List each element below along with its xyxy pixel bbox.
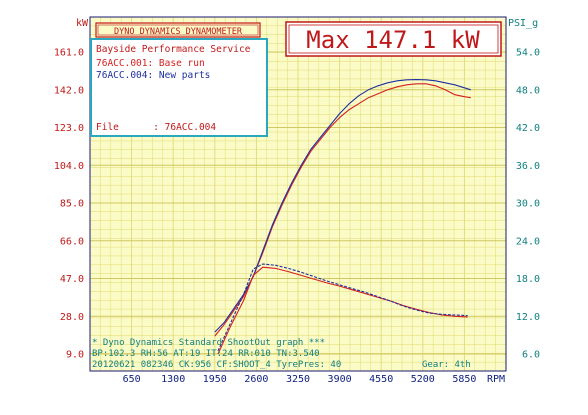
right-axis-tick-label: 54.0 [516, 48, 540, 59]
left-axis-tick-label: 85.0 [60, 199, 84, 210]
max-readout-box-inner [288, 24, 499, 54]
x-axis-tick-label: 3900 [328, 374, 352, 385]
header-box [95, 22, 261, 38]
right-axis-tick-label: 36.0 [516, 161, 540, 172]
left-axis-tick-label: 104.0 [54, 161, 84, 172]
x-axis-tick-label: 1950 [203, 374, 227, 385]
x-axis-tick-label: 2600 [244, 374, 268, 385]
x-axis-tick-label: 5850 [452, 374, 476, 385]
left-axis-tick-label: 47.0 [60, 274, 84, 285]
legend-company: Bayside Performance Service [96, 44, 251, 55]
footer-gear: Gear: 4th [422, 360, 471, 370]
series-line-base-run-boost [217, 266, 468, 355]
max-readout: Max 147.1 kW [306, 26, 480, 54]
left-axis-tick-label: 28.0 [60, 312, 84, 323]
x-axis-tick-label: 4550 [369, 374, 393, 385]
right-axis-tick-label: 6.0 [522, 350, 540, 361]
footer-line-3: 20120621 082346 CK:956 CF:SHOOT_4 TyrePr… [92, 360, 341, 370]
x-axis-unit: RPM [487, 374, 505, 385]
series-line-new-parts-power [214, 79, 471, 333]
x-axis-tick-label: 1300 [161, 374, 185, 385]
header-box-inner [97, 24, 259, 36]
legend-file-line: File : 76ACC.004 [96, 122, 216, 133]
right-axis-tick-label: 48.0 [516, 85, 540, 96]
right-axis-ticks: 54.0 48.0 42.0 36.0 30.0 24.0 18.0 12.0 6.0 [516, 48, 540, 361]
legend-entry-base-run: 76ACC.001: Base run [96, 58, 205, 69]
max-readout-box [285, 21, 502, 57]
right-axis-tick-label: 12.0 [516, 312, 540, 323]
legend-box [90, 38, 268, 137]
right-axis-tick-label: 42.0 [516, 123, 540, 134]
right-axis-tick-label: 24.0 [516, 236, 540, 247]
right-axis-unit: PSI_g [508, 18, 538, 29]
left-axis-tick-label: 123.0 [54, 123, 84, 134]
header-title: DYNO DYNAMICS DYNAMOMETER [114, 27, 243, 37]
left-axis-tick-label: 142.0 [54, 85, 84, 96]
x-axis-ticks: 650 1300 1950 2600 3250 3900 4550 5200 5850 [123, 374, 477, 385]
series-layer [214, 79, 471, 355]
left-axis-tick-label: 161.0 [54, 48, 84, 59]
left-axis-unit: kW [76, 18, 89, 29]
left-axis-tick-label: 9.0 [66, 350, 84, 361]
series-line-new-parts-boost [217, 263, 468, 352]
footer-line-2: BP:102.3 RH:56 AT:19 IT:24 RR:010 TN:3.5… [92, 349, 320, 359]
x-axis-tick-label: 650 [123, 374, 141, 385]
left-axis-ticks: 161.0 142.0 123.0 104.0 85.0 66.0 47.0 28.0 9.0 [54, 48, 84, 361]
left-axis-tick-label: 66.0 [60, 236, 84, 247]
x-axis-tick-label: 3250 [286, 374, 310, 385]
plot-frame [89, 16, 507, 372]
legend-entry-new-parts: 76ACC.004: New parts [96, 70, 210, 81]
footer-line-1: * Dyno Dynamics Standard ShootOut graph … [92, 338, 325, 348]
right-axis-tick-label: 18.0 [516, 274, 540, 285]
right-axis-tick-label: 30.0 [516, 199, 540, 210]
x-axis-tick-label: 5200 [411, 374, 435, 385]
